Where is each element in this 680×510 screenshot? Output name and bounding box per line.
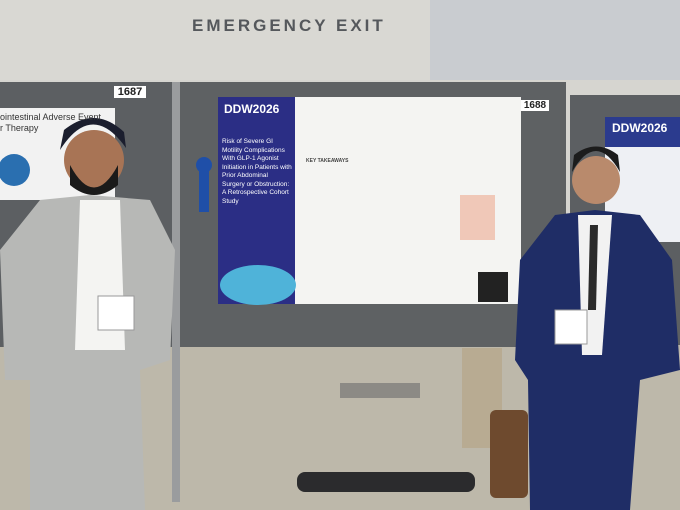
- poster-logo: DDW2026: [224, 102, 280, 116]
- right-person-suit: [515, 210, 680, 510]
- left-person-badge: [97, 295, 135, 331]
- floor-vent: [340, 383, 420, 398]
- right-poster-header: [605, 117, 680, 147]
- booth-number: 1688: [521, 100, 549, 111]
- right-person-face: [572, 156, 620, 204]
- exit-sign: EMERGENCY EXIT: [192, 16, 386, 35]
- poster-figure: [460, 195, 495, 240]
- wall-right: [430, 0, 680, 80]
- left-person-turban: [60, 117, 126, 150]
- floor-cable-cover: [297, 472, 475, 492]
- left-person-suit: [0, 195, 175, 510]
- qr-code: [478, 272, 508, 302]
- ribbon: [196, 157, 212, 173]
- board-post: [172, 82, 180, 502]
- left-poster-title: r Therapy: [0, 123, 39, 133]
- bag: [490, 410, 528, 498]
- main-poster-graphic: [220, 265, 296, 305]
- right-person-tie: [588, 225, 598, 310]
- ribbon-tail: [199, 170, 209, 212]
- right-person-badge: [554, 309, 588, 345]
- left-poster-title: ointestinal Adverse Event: [0, 112, 102, 122]
- booth-number: 1687: [114, 86, 146, 98]
- poster-logo: DDW2026: [612, 121, 668, 135]
- poster-section: KEY TAKEAWAYS: [306, 158, 349, 164]
- left-poster-chart: [0, 154, 30, 186]
- right-person-hair: [572, 146, 620, 172]
- poster-title: Risk of Severe GI Motility Complications…: [222, 138, 292, 205]
- left-person-face: [64, 130, 124, 190]
- left-person-beard: [70, 165, 118, 195]
